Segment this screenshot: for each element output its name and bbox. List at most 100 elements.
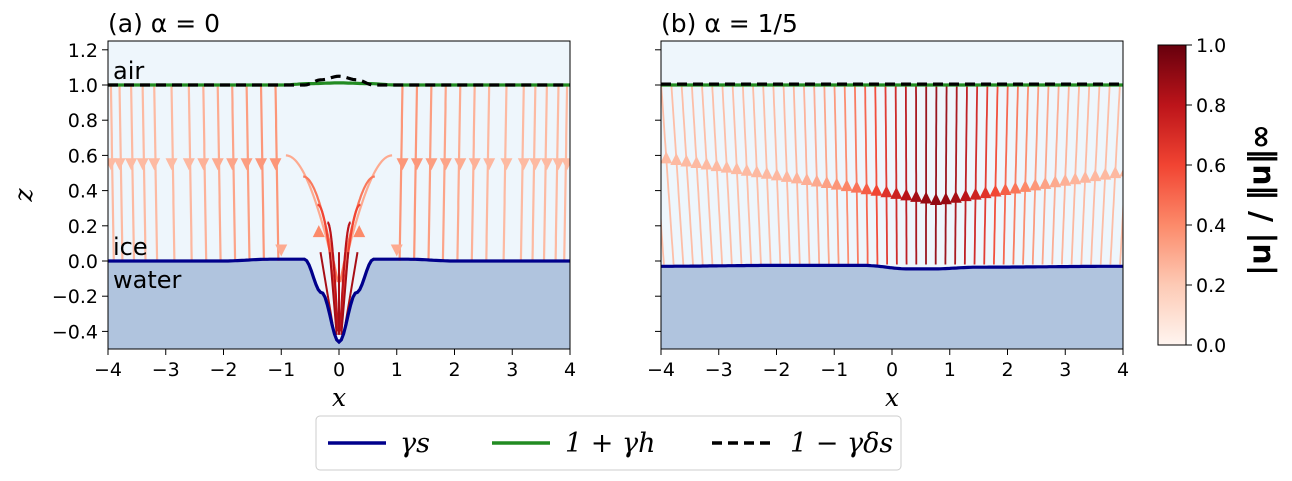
panel-b-streamline-arrow <box>939 192 952 205</box>
panel-b-streamline <box>864 84 869 265</box>
panel-b-streamline-arrow <box>770 168 783 181</box>
panel-a-streamline-arrow <box>390 244 403 257</box>
panel-b-streamline-arrow <box>870 183 883 196</box>
panel-a: −4 −3 −2 −1 0 1 2 3 4 −0.4 −0.2 0.0 0.2 0.4 0.6 0.8 1.0… <box>9 9 576 412</box>
panel-b-streamline-arrow <box>1049 175 1062 188</box>
panel-b-water-region <box>661 265 1123 349</box>
panel-b-streamline-arrow <box>860 182 873 195</box>
panel-a-streamline <box>427 84 433 262</box>
panel-a-streamline-arrow <box>240 158 253 171</box>
panel-a-streamline-arrow <box>148 158 161 171</box>
panel-a-streamline <box>118 85 124 262</box>
panel-b: −4 −3 −2 −1 0 1 2 3 4 (b) α = 1/5 x <box>647 9 1129 412</box>
panel-b-streamline-arrow <box>810 174 823 187</box>
legend-label-surface: 1 + γh <box>565 428 656 459</box>
panel-b-streamline <box>711 84 723 265</box>
panel-a-ytick-label: 1.2 <box>68 40 98 62</box>
panel-a-streamline <box>456 84 462 262</box>
panel-b-streamline-arrow <box>760 166 773 179</box>
panel-b-streamline-arrow <box>959 189 972 202</box>
panel-a-streamline-core <box>328 252 338 335</box>
panel-a-streamline <box>542 84 548 262</box>
panel-b-streamline-arrow <box>680 154 693 167</box>
panel-b-streamline-arrow <box>1099 167 1112 180</box>
panel-b-streamline-arrow <box>910 189 923 202</box>
panel-a-streamline-arrow <box>561 158 570 171</box>
panel-b-streamline-arrow <box>1029 178 1042 191</box>
panel-a-streamline <box>141 85 147 262</box>
panel-a-ytick-label: 1.0 <box>68 75 98 97</box>
panel-b-streamline-arrow <box>690 156 703 169</box>
panel-a-streamline <box>563 84 569 262</box>
colorbar-tick-label: 0.6 <box>1196 155 1226 177</box>
panel-b-streamline-arrow <box>661 151 673 164</box>
panel-b-streamline <box>983 84 989 265</box>
panel-b-streamline-arrow <box>1019 179 1032 192</box>
panel-b-streamline <box>823 84 830 265</box>
panel-a-streamline-arrow <box>396 158 409 171</box>
panel-b-streamline <box>973 84 979 265</box>
panel-a-streamline <box>202 84 208 262</box>
panel-a-streamline-arrow <box>468 158 481 171</box>
panel-b-streamline <box>854 84 859 265</box>
panel-a-streamline-arrow <box>439 158 452 171</box>
panel-b-xtick-label: 0 <box>886 359 898 381</box>
panel-a-streamline <box>398 84 404 262</box>
panel-a-series-base <box>108 74 570 87</box>
panel-b-streamline <box>963 84 968 265</box>
panel-b-streamline <box>904 84 908 265</box>
panel-b-streamline <box>833 84 840 265</box>
panel-b-streamline <box>670 84 685 265</box>
panel-b-streamline-arrow <box>1039 176 1052 189</box>
panel-b-xtick-label: −3 <box>705 359 733 381</box>
panel-b-streamline-arrow <box>780 169 793 182</box>
panel-a-streamline-arrow <box>529 158 542 171</box>
panel-b-streamline <box>1002 84 1009 265</box>
panel-a-streamline-arrow <box>226 158 239 171</box>
panel-b-streamlines <box>661 84 1123 265</box>
panel-b-streamline-arrow <box>730 162 743 175</box>
panel-a-streamline <box>130 84 136 262</box>
panel-b-streamline-arrow <box>890 186 903 199</box>
panel-a-ytick-label: 0.2 <box>68 216 98 238</box>
panel-b-streamline-arrow <box>979 186 992 199</box>
panel-a-xtick-label: −4 <box>94 359 122 381</box>
panel-b-streamline-arrow <box>790 171 803 184</box>
panel-b-streamline-arrow <box>1109 166 1122 179</box>
panel-a-streamline <box>109 84 115 262</box>
panel-a-series-gamma-s <box>108 257 570 345</box>
panel-a-streamline <box>187 84 193 262</box>
legend-label-gamma-s: γs <box>400 428 430 459</box>
panel-b-streamline <box>661 211 665 265</box>
panel-b-streamline <box>944 85 948 265</box>
colorbar-label: |u| / ‖u‖∞ <box>1243 124 1278 275</box>
panel-b-streamline-arrow <box>920 191 933 204</box>
panel-b-streamline-arrow <box>700 157 713 170</box>
panel-b-streamline-arrow <box>840 179 853 192</box>
panel-b-streamline-arrow <box>1009 181 1022 194</box>
panel-a-streamline <box>245 84 251 262</box>
panel-a-xtick-label: −1 <box>267 359 295 381</box>
panel-b-streamline <box>1119 196 1123 265</box>
panel-b-streamline-arrow <box>1089 169 1102 182</box>
panel-a-streamline-arrow <box>353 225 366 238</box>
panel-a-title: (a) α = 0 <box>108 9 220 38</box>
panel-a-streamline <box>274 84 280 262</box>
panel-a-xtick-label: 0 <box>333 359 345 381</box>
panel-b-streamline-arrow <box>750 165 763 178</box>
panel-a-streamline-arrow <box>454 158 467 171</box>
panel-b-streamline-arrow <box>900 188 913 201</box>
panel-b-streamline <box>934 85 938 265</box>
panel-a-streamline <box>216 84 222 262</box>
panel-b-series-gamma-s <box>661 263 1123 271</box>
panel-a-streamline-arrow <box>255 158 268 171</box>
water-label: water <box>113 266 182 294</box>
panel-a-streamline-loop <box>339 203 361 332</box>
panel-b-streamline <box>661 84 675 265</box>
panel-b-streamline <box>731 84 743 265</box>
panel-b-streamline <box>884 85 888 265</box>
panel-b-streamline <box>1031 84 1040 265</box>
panel-b-xtick-label: 3 <box>1059 359 1071 381</box>
panel-a-streamline-arrow <box>197 158 210 171</box>
